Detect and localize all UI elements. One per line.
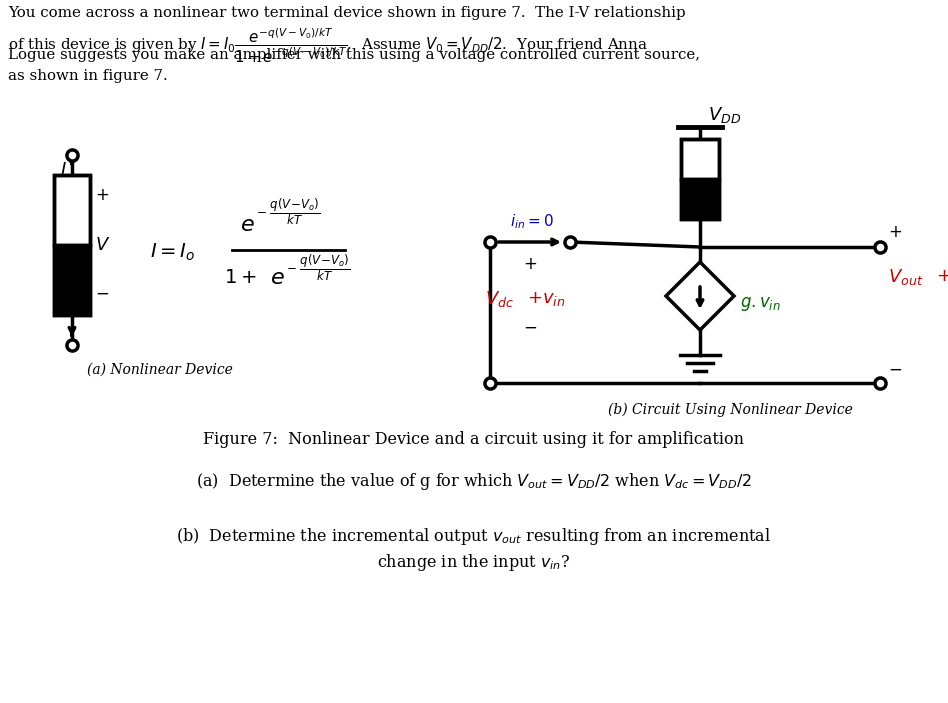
- Text: $I = I_o$: $I = I_o$: [150, 241, 195, 263]
- Text: $V_{DD}$: $V_{DD}$: [708, 105, 741, 125]
- Text: as shown in figure 7.: as shown in figure 7.: [8, 69, 168, 83]
- Text: $+$: $+$: [888, 223, 902, 241]
- Text: of this device is given by $I = I_0\dfrac{e^{-q(V-V_0)/kT}}{1+e^{-q(V-V_0)/kT}}$: of this device is given by $I = I_0\dfra…: [8, 27, 647, 65]
- Text: Figure 7:  Nonlinear Device and a circuit using it for amplification: Figure 7: Nonlinear Device and a circuit…: [204, 431, 744, 448]
- Bar: [681, 179, 719, 219]
- Text: (a)  Determine the value of g for which $V_{out} = V_{DD}/2$ when $V_{dc} = V_{D: (a) Determine the value of g for which $…: [196, 471, 752, 492]
- Text: $V_{out}$: $V_{out}$: [888, 267, 923, 287]
- Text: $g.v_{in}$: $g.v_{in}$: [740, 295, 781, 313]
- Text: $1 +$: $1 +$: [224, 269, 257, 287]
- Text: You come across a nonlinear two terminal device shown in figure 7.  The I-V rela: You come across a nonlinear two terminal…: [8, 6, 685, 20]
- Text: $-$: $-$: [523, 318, 538, 336]
- Text: (a) Nonlinear Device: (a) Nonlinear Device: [87, 363, 233, 377]
- Text: $V_{dc}$: $V_{dc}$: [485, 289, 514, 309]
- Text: $+v_{in}$: $+v_{in}$: [527, 290, 565, 308]
- Bar: [681, 139, 719, 179]
- Text: $i_{in}=0$: $i_{in}=0$: [510, 212, 554, 231]
- Text: $e$: $e$: [270, 267, 284, 289]
- Text: $I$: $I$: [60, 161, 67, 179]
- Text: Logue suggests you make an amplifier with this using a voltage controlled curren: Logue suggests you make an amplifier wit…: [8, 48, 700, 62]
- Text: (b) Circuit Using Nonlinear Device: (b) Circuit Using Nonlinear Device: [608, 403, 852, 418]
- Text: $+v_{out}$: $+v_{out}$: [936, 268, 948, 286]
- Text: $+$: $+$: [95, 186, 109, 204]
- Polygon shape: [666, 262, 734, 330]
- Text: (b)  Determine the incremental output $v_{out}$ resulting from an incremental: (b) Determine the incremental output $v_…: [176, 526, 772, 547]
- Text: $V$: $V$: [95, 236, 110, 254]
- Text: $-\ \dfrac{q(V\!-\!V_o)}{kT}$: $-\ \dfrac{q(V\!-\!V_o)}{kT}$: [256, 197, 320, 227]
- Text: $-$: $-$: [888, 360, 902, 378]
- Bar: [54, 175, 90, 315]
- Bar: [681, 139, 719, 219]
- Text: $-\ \dfrac{q(V\!-\!V_o)}{kT}$: $-\ \dfrac{q(V\!-\!V_o)}{kT}$: [286, 252, 351, 283]
- Text: $-$: $-$: [95, 284, 109, 302]
- Text: $+$: $+$: [523, 255, 538, 273]
- Bar: [54, 245, 90, 315]
- Text: $e$: $e$: [240, 214, 255, 236]
- Text: change in the input $v_{in}$?: change in the input $v_{in}$?: [377, 552, 571, 573]
- Bar: [54, 175, 90, 245]
